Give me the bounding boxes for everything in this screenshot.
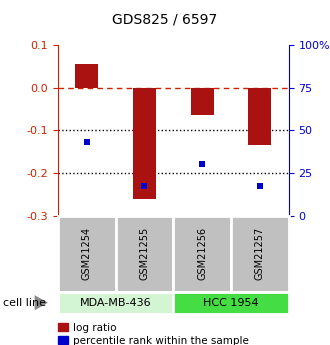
- Bar: [58, 216, 115, 292]
- Text: MDA-MB-436: MDA-MB-436: [80, 298, 151, 308]
- Text: GSM21256: GSM21256: [197, 227, 207, 280]
- Text: GSM21255: GSM21255: [139, 227, 149, 280]
- Text: cell line: cell line: [3, 298, 46, 308]
- Bar: [115, 216, 173, 292]
- Bar: [58, 292, 173, 314]
- Text: GSM21257: GSM21257: [255, 227, 265, 280]
- Bar: [248, 88, 271, 145]
- Text: HCC 1954: HCC 1954: [203, 298, 259, 308]
- Bar: [173, 216, 231, 292]
- Polygon shape: [35, 295, 48, 310]
- Legend: log ratio, percentile rank within the sample: log ratio, percentile rank within the sa…: [56, 321, 251, 345]
- Bar: [173, 292, 289, 314]
- Bar: [75, 64, 98, 88]
- Text: GDS825 / 6597: GDS825 / 6597: [113, 12, 217, 26]
- Bar: [231, 216, 289, 292]
- Bar: [133, 88, 156, 199]
- Text: GSM21254: GSM21254: [82, 227, 92, 280]
- Bar: [191, 88, 214, 115]
